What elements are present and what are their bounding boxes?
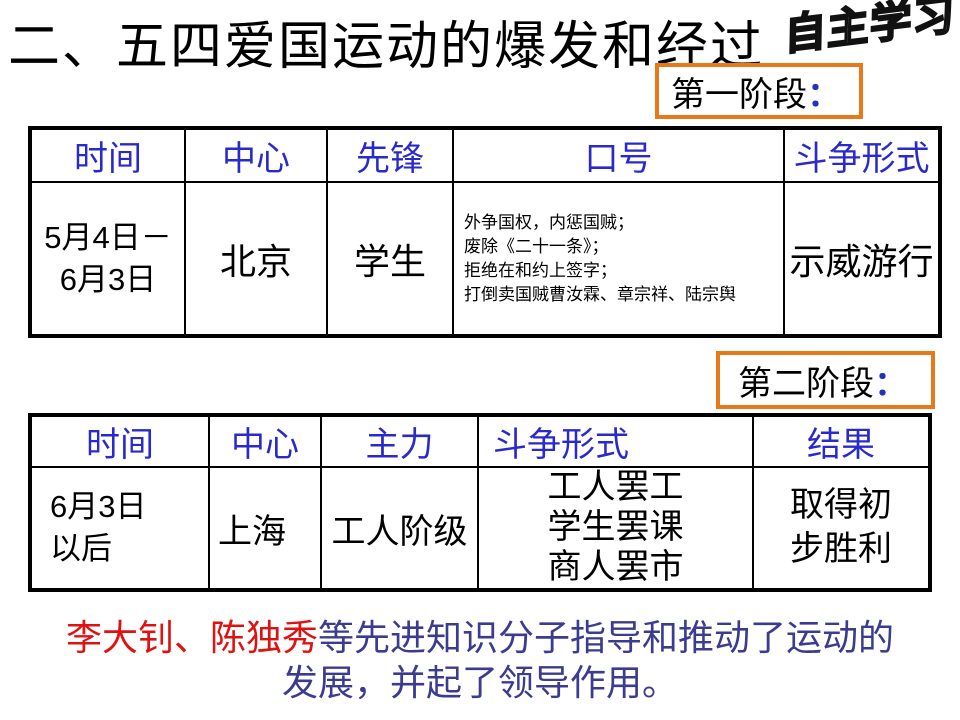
table2-time-line2: 以后 — [50, 531, 112, 566]
form-line3: 商人罢市 — [547, 549, 684, 586]
slogan-line4: 打倒卖国贼曹汝霖、章宗祥、陆宗舆 — [464, 284, 736, 304]
result-line1: 取得初 — [790, 487, 892, 524]
stage1-table: 时间 中心 先锋 口号 斗争形式 5月4日－ 6月3日 北京 学生 外争国权，内… — [28, 126, 942, 338]
table2-header-row: 时间 中心 主力 斗争形式 结果 — [29, 414, 931, 468]
table1-time-line2: 6月3日 — [59, 261, 157, 297]
table2-cell-result: 取得初 步胜利 — [752, 466, 931, 591]
footer-highlight: 李大钊、陈独秀 — [65, 618, 318, 658]
stage2-box: 第二阶段： — [716, 351, 935, 409]
stage1-label: 第一阶段 — [671, 76, 807, 114]
stage2-table: 时间 中心 主力 斗争形式 结果 6月3日 以后 上海 工人阶级 工人罢工 学生… — [28, 413, 932, 592]
table2-cell-center: 上海 — [208, 466, 322, 591]
stage1-colon: ： — [807, 76, 841, 114]
table1-cell-form: 示威游行 — [783, 181, 941, 337]
footer-line2: 发展，并起了领导作用。 — [281, 663, 678, 703]
table1-cell-time: 5月4日－ 6月3日 — [29, 181, 186, 337]
table1-header-form: 斗争形式 — [783, 127, 941, 183]
slide-title: 二、五四爱国运动的爆发和经过 — [8, 19, 765, 76]
table2-header-form: 斗争形式 — [477, 414, 754, 468]
table1-cell-slogan: 外争国权，内惩国贼； 废除《二十一条》； 拒绝在和约上签字； 打倒卖国贼曹汝霖、… — [452, 181, 785, 337]
table2-cell-main-force: 工人阶级 — [320, 466, 479, 591]
table1-header-time: 时间 — [29, 127, 186, 183]
result-line2: 步胜利 — [790, 531, 892, 568]
table2-cell-form: 工人罢工 学生罢课 商人罢市 — [477, 466, 754, 591]
table1-cell-center: 北京 — [184, 181, 328, 337]
table1-header-vanguard: 先锋 — [326, 127, 454, 183]
table1-time-line1: 5月4日－ — [44, 219, 172, 255]
table1-data-row: 5月4日－ 6月3日 北京 学生 外争国权，内惩国贼； 废除《二十一条》； 拒绝… — [29, 181, 941, 337]
table1-header-row: 时间 中心 先锋 口号 斗争形式 — [29, 127, 941, 183]
table2-header-center: 中心 — [208, 414, 322, 468]
form-line1: 工人罢工 — [547, 469, 684, 506]
table2-header-result: 结果 — [752, 414, 931, 468]
stage1-box: 第一阶段： — [655, 63, 863, 119]
self-study-stamp: 自主学习 — [783, 0, 957, 61]
footer-note: 李大钊、陈独秀等先进知识分子指导和推动了运动的 发展，并起了领导作用。 — [0, 616, 960, 706]
table2-time-line1: 6月3日 — [50, 489, 147, 524]
form-line2: 学生罢课 — [547, 509, 684, 546]
stage2-colon: ： — [874, 365, 908, 403]
table1-header-slogan: 口号 — [452, 127, 785, 183]
footer-line1-rest: 等先进知识分子指导和推动了运动的 — [318, 618, 895, 658]
footer-line1: 李大钊、陈独秀等先进知识分子指导和推动了运动的 — [0, 616, 960, 661]
slogan-line2: 废除《二十一条》； — [464, 236, 609, 256]
table2-header-time: 时间 — [29, 414, 210, 468]
table2-cell-time: 6月3日 以后 — [29, 466, 210, 591]
table2-header-main-force: 主力 — [320, 414, 479, 468]
slogan-line1: 外争国权，内惩国贼； — [464, 212, 634, 232]
table1-cell-vanguard: 学生 — [326, 181, 454, 337]
table2-data-row: 6月3日 以后 上海 工人阶级 工人罢工 学生罢课 商人罢市 取得初 步胜利 — [29, 466, 931, 591]
stage2-label: 第二阶段 — [738, 365, 874, 403]
slogan-line3: 拒绝在和约上签字； — [464, 260, 617, 280]
table1-header-center: 中心 — [184, 127, 328, 183]
